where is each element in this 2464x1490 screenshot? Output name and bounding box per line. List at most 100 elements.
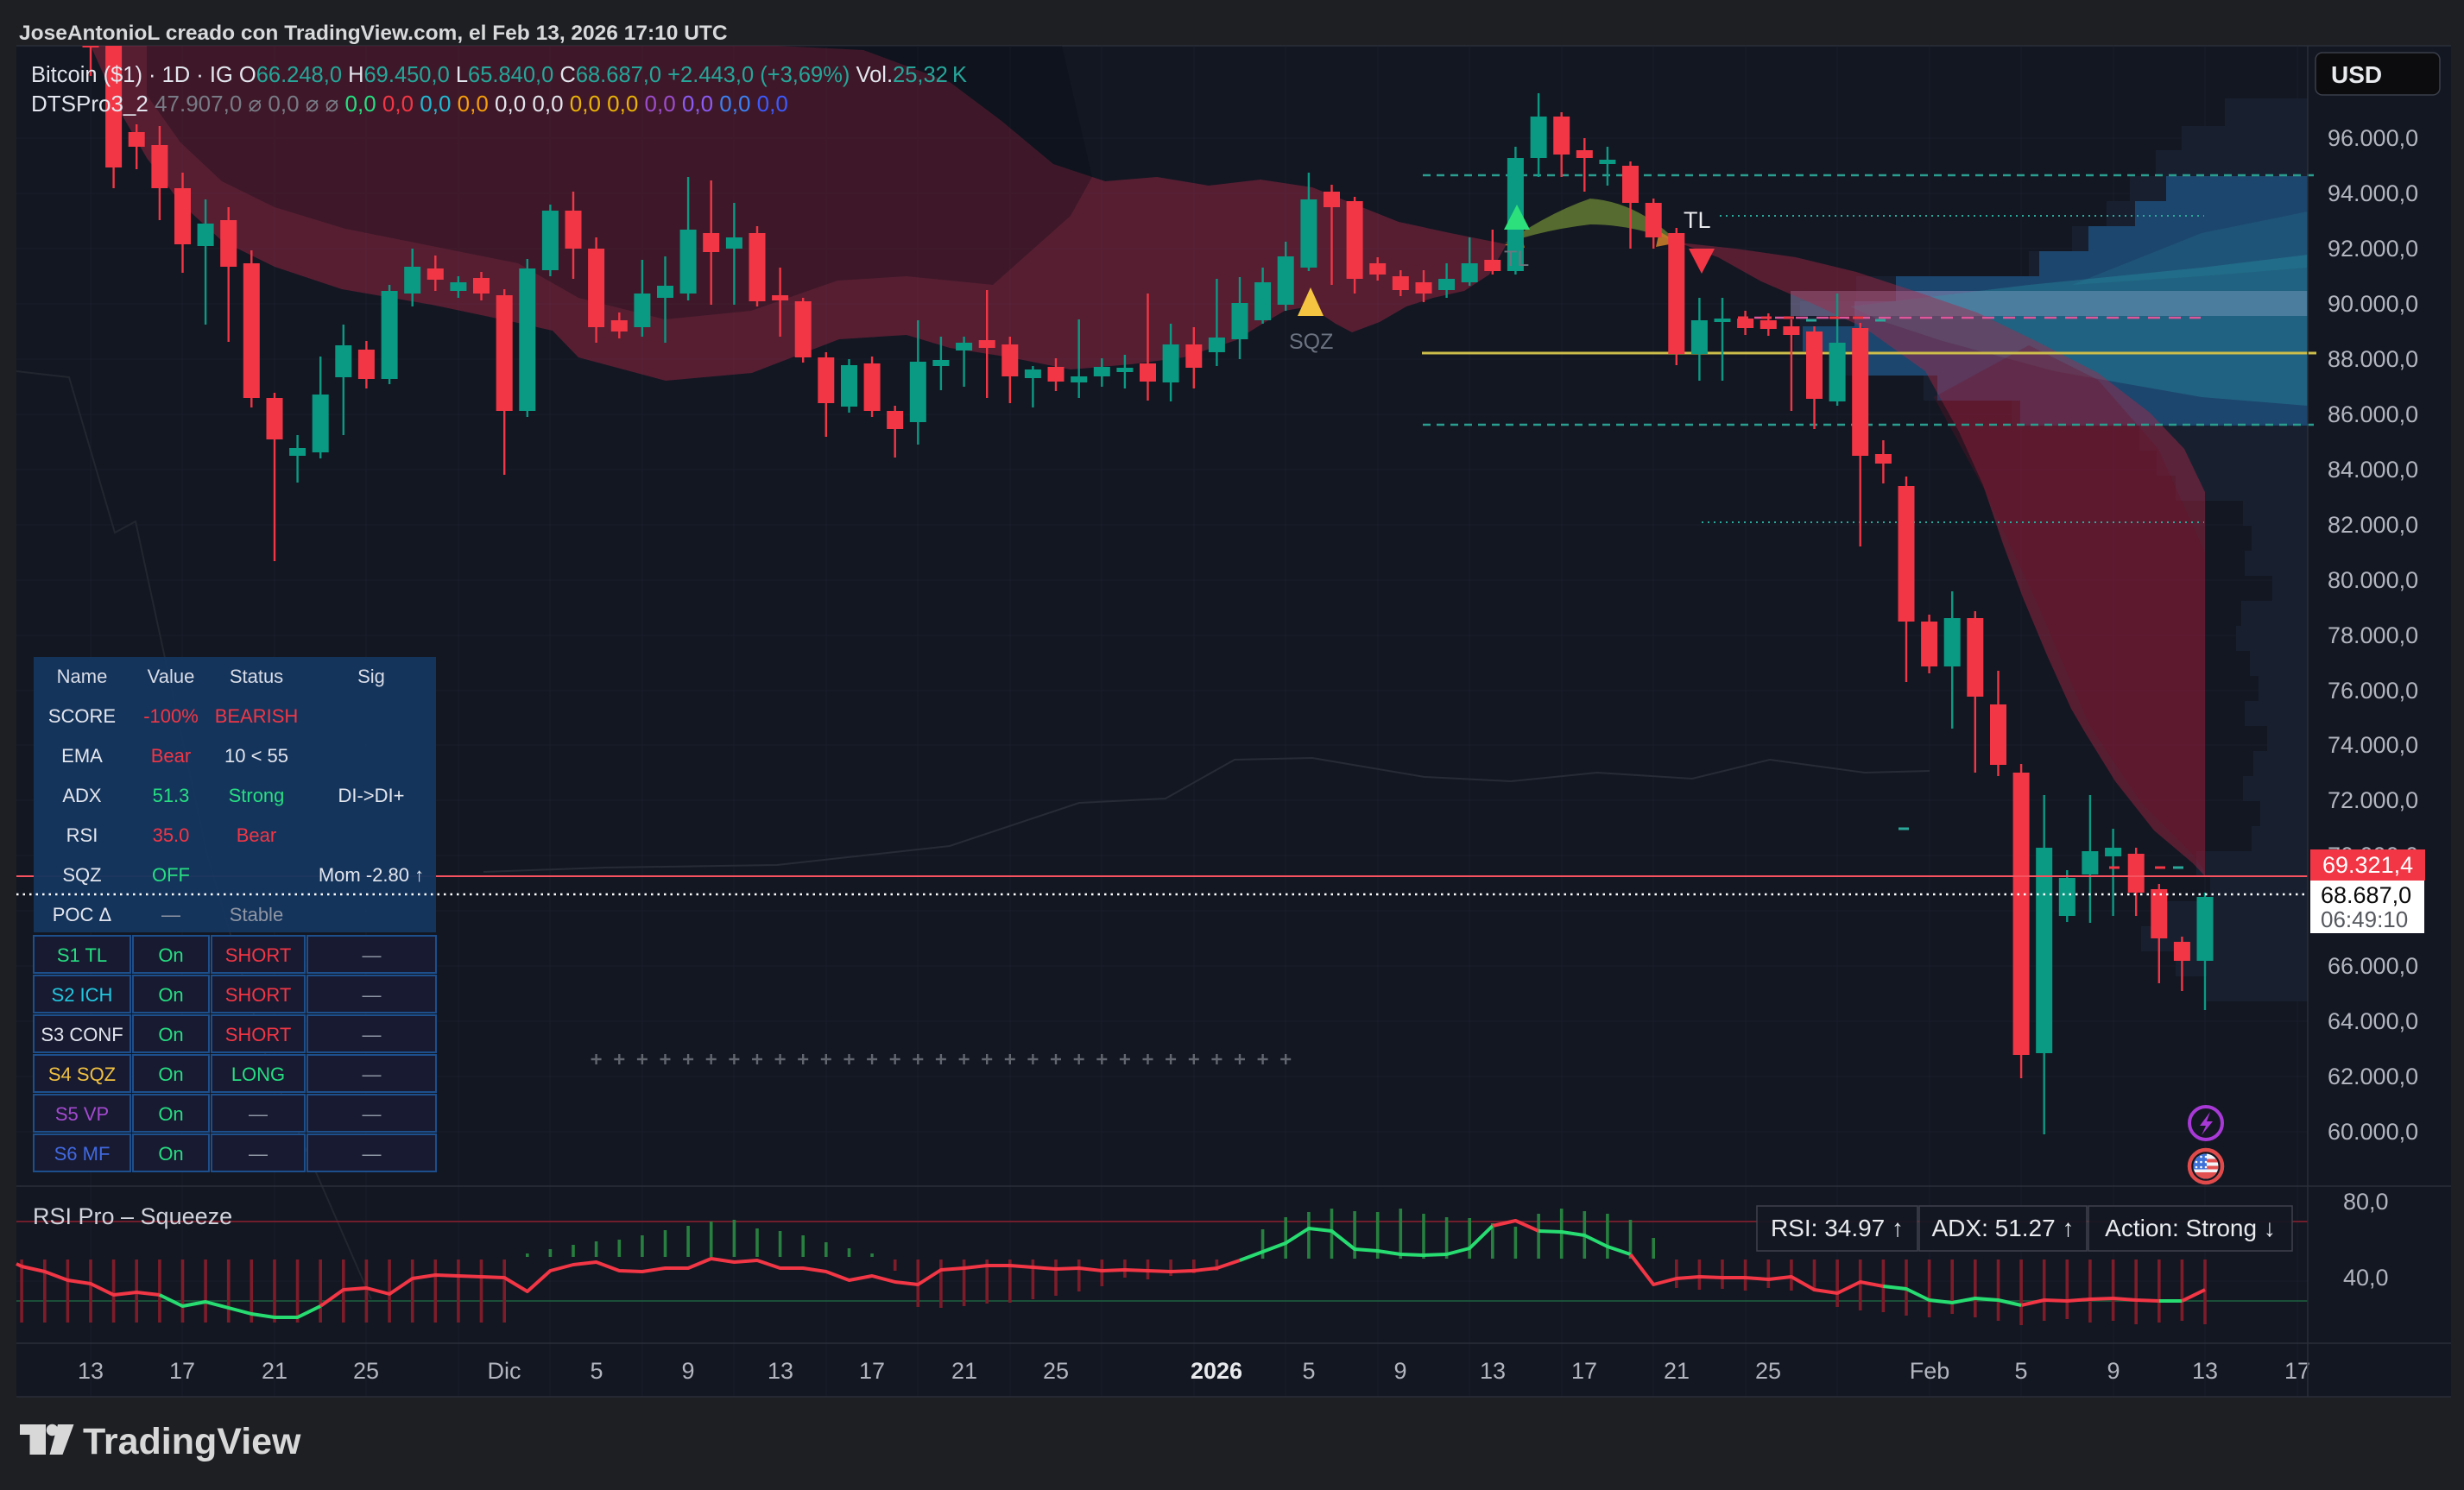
svg-text:82.000,0: 82.000,0 bbox=[2328, 512, 2418, 538]
svg-text:90.000,0: 90.000,0 bbox=[2328, 291, 2418, 317]
svg-text:—: — bbox=[161, 904, 180, 925]
svg-text:—: — bbox=[249, 1143, 268, 1165]
svg-text:94.000,0: 94.000,0 bbox=[2328, 180, 2418, 206]
svg-text:Status: Status bbox=[230, 666, 283, 687]
svg-text:LONG: LONG bbox=[231, 1064, 285, 1085]
svg-text:TL: TL bbox=[1684, 207, 1711, 233]
svg-text:25: 25 bbox=[1043, 1358, 1069, 1384]
svg-text:13: 13 bbox=[768, 1358, 793, 1384]
svg-text:On: On bbox=[158, 1143, 183, 1165]
svg-text:—: — bbox=[363, 1103, 382, 1125]
svg-text:72.000,0: 72.000,0 bbox=[2328, 787, 2418, 813]
svg-text:5: 5 bbox=[590, 1358, 603, 1384]
svg-text:76.000,0: 76.000,0 bbox=[2328, 678, 2418, 704]
svg-text:On: On bbox=[158, 984, 183, 1006]
svg-text:EMA: EMA bbox=[61, 745, 103, 767]
svg-text:—: — bbox=[363, 944, 382, 966]
svg-text:25: 25 bbox=[353, 1358, 379, 1384]
svg-text:SHORT: SHORT bbox=[225, 1024, 292, 1045]
svg-text:Action: Strong ↓: Action: Strong ↓ bbox=[2105, 1215, 2276, 1241]
svg-text:DI->DI+: DI->DI+ bbox=[338, 785, 404, 806]
svg-text:DTSPro3_2 47.907,0 ⌀ 0,0 ⌀: DTSPro3_2 47.907,0 ⌀ 0,0 ⌀ ⌀ 0,0 0,0 0,0… bbox=[31, 91, 788, 117]
svg-text:5: 5 bbox=[1302, 1358, 1315, 1384]
svg-text:S2 ICH: S2 ICH bbox=[52, 984, 113, 1006]
svg-text:13: 13 bbox=[78, 1358, 104, 1384]
svg-text:96.000,0: 96.000,0 bbox=[2328, 125, 2418, 151]
svg-text:POC Δ: POC Δ bbox=[53, 904, 112, 925]
svg-text:Bear: Bear bbox=[237, 824, 276, 846]
svg-text:S3 CONF: S3 CONF bbox=[41, 1024, 123, 1045]
svg-text:80.000,0: 80.000,0 bbox=[2328, 567, 2418, 593]
svg-text:S4 SQZ: S4 SQZ bbox=[48, 1064, 116, 1085]
svg-text:SHORT: SHORT bbox=[225, 984, 292, 1006]
svg-text:Bitcoin ($1) · 1D · IG O66.248: Bitcoin ($1) · 1D · IG O66.248,0 H69.450… bbox=[31, 63, 967, 87]
svg-text:86.000,0: 86.000,0 bbox=[2328, 401, 2418, 427]
svg-text:Sig: Sig bbox=[357, 666, 385, 687]
svg-text:9: 9 bbox=[1393, 1358, 1406, 1384]
svg-text:9: 9 bbox=[2107, 1358, 2120, 1384]
svg-text:S6 MF: S6 MF bbox=[54, 1143, 111, 1165]
svg-text:84.000,0: 84.000,0 bbox=[2328, 457, 2418, 483]
svg-text:92.000,0: 92.000,0 bbox=[2328, 236, 2418, 262]
svg-text:USD: USD bbox=[2331, 61, 2382, 88]
svg-text:OFF: OFF bbox=[152, 864, 190, 886]
svg-text:On: On bbox=[158, 1064, 183, 1085]
svg-text:Strong: Strong bbox=[229, 785, 285, 806]
svg-text:—: — bbox=[363, 1143, 382, 1165]
svg-text:51.3: 51.3 bbox=[153, 785, 190, 806]
svg-text:SHORT: SHORT bbox=[225, 944, 292, 966]
svg-text:13: 13 bbox=[1480, 1358, 1506, 1384]
svg-text:Dic: Dic bbox=[488, 1358, 521, 1384]
svg-text:40,0: 40,0 bbox=[2343, 1265, 2389, 1291]
svg-text:TradingView: TradingView bbox=[83, 1421, 301, 1462]
svg-text:-100%: -100% bbox=[143, 705, 199, 727]
svg-text:78.000,0: 78.000,0 bbox=[2328, 622, 2418, 648]
svg-text:Feb: Feb bbox=[1910, 1358, 1950, 1384]
svg-text:SQZ: SQZ bbox=[62, 864, 101, 886]
svg-text:On: On bbox=[158, 1103, 183, 1125]
svg-text:68.687,0: 68.687,0 bbox=[2321, 882, 2411, 908]
svg-text:2026: 2026 bbox=[1191, 1358, 1242, 1384]
svg-text:25: 25 bbox=[1755, 1358, 1781, 1384]
svg-text:21: 21 bbox=[951, 1358, 977, 1384]
svg-text:RSI: 34.97 ↑: RSI: 34.97 ↑ bbox=[1771, 1215, 1904, 1241]
svg-text:35.0: 35.0 bbox=[153, 824, 190, 846]
svg-text:Name: Name bbox=[57, 666, 108, 687]
svg-text:RSI Pro – Squeeze: RSI Pro – Squeeze bbox=[33, 1203, 232, 1229]
svg-text:ADX: 51.27 ↑: ADX: 51.27 ↑ bbox=[1932, 1215, 2075, 1241]
svg-text:SCORE: SCORE bbox=[48, 705, 116, 727]
svg-text:17: 17 bbox=[169, 1358, 195, 1384]
svg-text:BEARISH: BEARISH bbox=[215, 705, 299, 727]
svg-text:62.000,0: 62.000,0 bbox=[2328, 1064, 2418, 1089]
svg-text:—: — bbox=[249, 1103, 268, 1125]
svg-text:—: — bbox=[363, 984, 382, 1006]
svg-text:TL: TL bbox=[1504, 247, 1529, 271]
svg-text:SQZ: SQZ bbox=[1289, 330, 1333, 354]
svg-text:17: 17 bbox=[2284, 1358, 2310, 1384]
svg-text:80,0: 80,0 bbox=[2343, 1189, 2389, 1215]
svg-text:ADX: ADX bbox=[62, 785, 102, 806]
svg-text:69.321,4: 69.321,4 bbox=[2322, 852, 2413, 878]
svg-text:Mom -2.80 ↑: Mom -2.80 ↑ bbox=[319, 864, 424, 886]
svg-text:—: — bbox=[363, 1064, 382, 1085]
svg-text:17: 17 bbox=[1571, 1358, 1597, 1384]
svg-text:Stable: Stable bbox=[230, 904, 283, 925]
svg-text:74.000,0: 74.000,0 bbox=[2328, 732, 2418, 758]
svg-text:64.000,0: 64.000,0 bbox=[2328, 1008, 2418, 1034]
svg-text:RSI: RSI bbox=[66, 824, 98, 846]
svg-text:21: 21 bbox=[262, 1358, 287, 1384]
svg-text:S1 TL: S1 TL bbox=[57, 944, 107, 966]
svg-text:17: 17 bbox=[859, 1358, 885, 1384]
svg-text:06:49:10: 06:49:10 bbox=[2321, 906, 2408, 932]
svg-text:Value: Value bbox=[148, 666, 195, 687]
svg-text:66.000,0: 66.000,0 bbox=[2328, 953, 2418, 979]
svg-text:—: — bbox=[363, 1024, 382, 1045]
svg-text:10 < 55: 10 < 55 bbox=[224, 745, 288, 767]
svg-text:13: 13 bbox=[2192, 1358, 2218, 1384]
svg-text:On: On bbox=[158, 1024, 183, 1045]
svg-text:21: 21 bbox=[1664, 1358, 1690, 1384]
svg-text:Bear: Bear bbox=[151, 745, 191, 767]
svg-text:On: On bbox=[158, 944, 183, 966]
svg-text:S5 VP: S5 VP bbox=[55, 1103, 109, 1125]
svg-text:60.000,0: 60.000,0 bbox=[2328, 1119, 2418, 1145]
